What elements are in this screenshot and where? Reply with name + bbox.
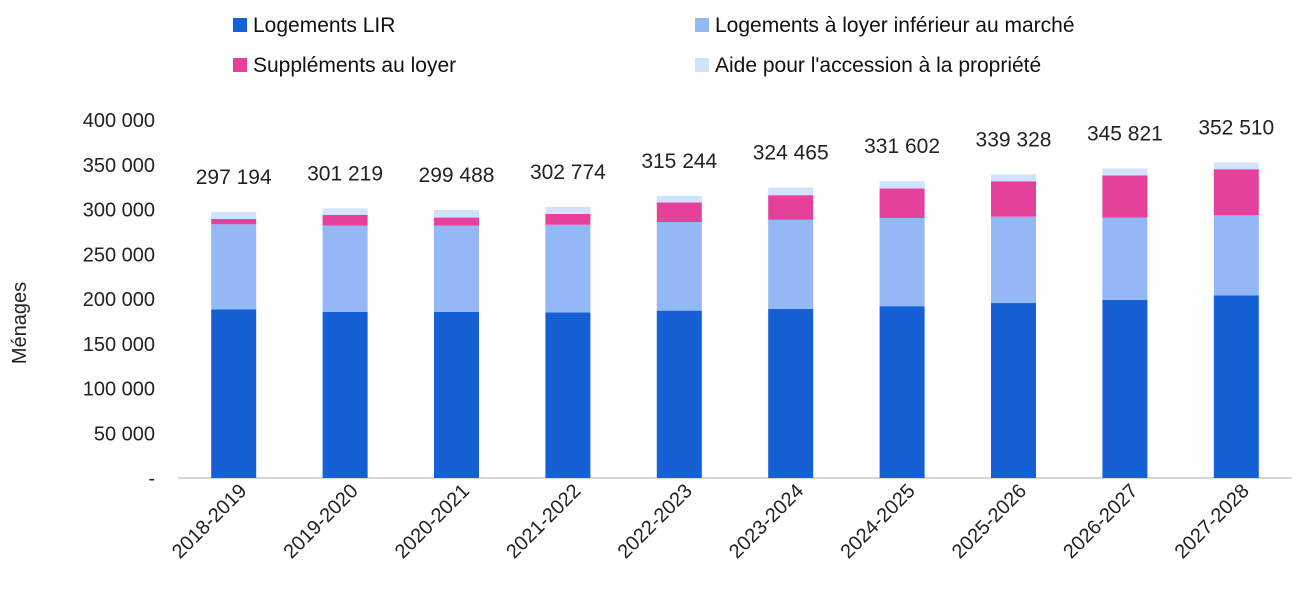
legend-swatch	[233, 18, 247, 32]
bar-segment	[991, 303, 1036, 478]
bars	[211, 162, 1259, 478]
total-label: 345 821	[1087, 122, 1163, 145]
legend-swatch	[695, 58, 709, 72]
x-tick-label: 2023-2024	[725, 480, 808, 563]
legend-label: Logements à loyer inférieur au marché	[715, 14, 1075, 37]
bar-segment	[322, 311, 368, 478]
x-tick-label: 2027-2028	[1171, 480, 1254, 563]
bar-segment	[991, 174, 1036, 182]
y-tick-label: 400 000	[83, 110, 155, 132]
legend: Logements LIR Suppléments au loyer Logemen…	[233, 14, 1075, 77]
total-label: 302 774	[530, 161, 606, 184]
total-label: 339 328	[976, 128, 1052, 151]
y-tick-label: 100 000	[83, 379, 155, 401]
y-tick-label: 350 000	[83, 155, 155, 177]
bar-segment	[322, 208, 368, 215]
total-label: 299 488	[419, 164, 495, 187]
bar-segment	[545, 213, 591, 225]
bar-segment	[434, 217, 479, 226]
bar-segment	[879, 218, 925, 307]
bar-segment	[211, 224, 257, 310]
bar-segment	[991, 216, 1036, 304]
y-tick-label: -	[148, 468, 155, 490]
total-label: 331 602	[864, 135, 940, 158]
y-tick-label: 300 000	[83, 200, 155, 222]
bar-segment	[1213, 215, 1259, 296]
bar-segment	[1213, 162, 1259, 170]
x-tick-label: 2026-2027	[1059, 480, 1142, 563]
total-label: 352 510	[1198, 117, 1274, 140]
legend-swatch	[695, 18, 709, 32]
bar-segment	[1102, 175, 1148, 218]
bar-segment	[879, 306, 925, 478]
x-tick-label: 2018-2019	[168, 480, 251, 563]
y-tick-label: 50 000	[94, 423, 155, 445]
bar-segment	[991, 181, 1036, 217]
x-tick-label: 2021-2022	[502, 480, 585, 563]
legend-label: Suppléments au loyer	[253, 54, 456, 77]
bar-segment	[322, 225, 368, 312]
bar-segment	[434, 209, 479, 218]
bar-segment	[211, 309, 257, 478]
bar-segment	[768, 308, 814, 478]
bar-segment	[1102, 217, 1148, 300]
bar-segment	[768, 187, 814, 196]
y-tick-label: 250 000	[83, 244, 155, 266]
bar-segment	[1102, 299, 1148, 478]
y-axis-ticks: - 50 000 100 000 150 000 200 000 250 000 300 0…	[83, 110, 155, 490]
legend-label: Aide pour l'accession à la propriété	[715, 54, 1041, 77]
total-label: 297 194	[196, 166, 272, 189]
bar-segment	[211, 212, 257, 219]
bar-segment	[656, 310, 702, 478]
legend-swatch	[233, 58, 247, 72]
total-label: 315 244	[641, 150, 717, 173]
bar-segment	[879, 181, 925, 189]
x-tick-label: 2024-2025	[836, 480, 919, 563]
bar-segment	[322, 214, 368, 226]
legend-label: Logements LIR	[253, 14, 395, 37]
bar-segment	[434, 225, 479, 312]
bar-segment	[656, 222, 702, 311]
x-tick-label: 2025-2026	[948, 480, 1031, 563]
total-label: 301 219	[307, 162, 383, 185]
y-tick-label: 150 000	[83, 334, 155, 356]
y-tick-label: 200 000	[83, 289, 155, 311]
x-axis-ticks: 2018-2019 2019-2020 2020-2021 2021-2022 2022…	[168, 480, 1254, 563]
total-label: 324 465	[753, 142, 829, 165]
y-axis-label: Ménages	[9, 282, 31, 364]
bar-segment	[1102, 168, 1148, 176]
bar-segment	[434, 311, 479, 478]
bar-segment	[656, 195, 702, 203]
bar-segment	[879, 188, 925, 219]
bar-segment	[545, 312, 591, 478]
total-labels: 297 194 301 219 299 488 302 774 315 244 324 4…	[196, 117, 1275, 190]
bar-segment	[768, 219, 814, 309]
bar-segment	[545, 224, 591, 313]
bar-segment	[211, 218, 257, 225]
x-tick-label: 2020-2021	[391, 480, 474, 563]
bar-segment	[545, 207, 591, 214]
x-tick-label: 2019-2020	[279, 480, 362, 563]
bar-segment	[656, 202, 702, 223]
bar-segment	[1213, 169, 1259, 216]
x-tick-label: 2022-2023	[614, 480, 697, 563]
bar-segment	[1213, 295, 1259, 478]
bar-segment	[768, 195, 814, 220]
